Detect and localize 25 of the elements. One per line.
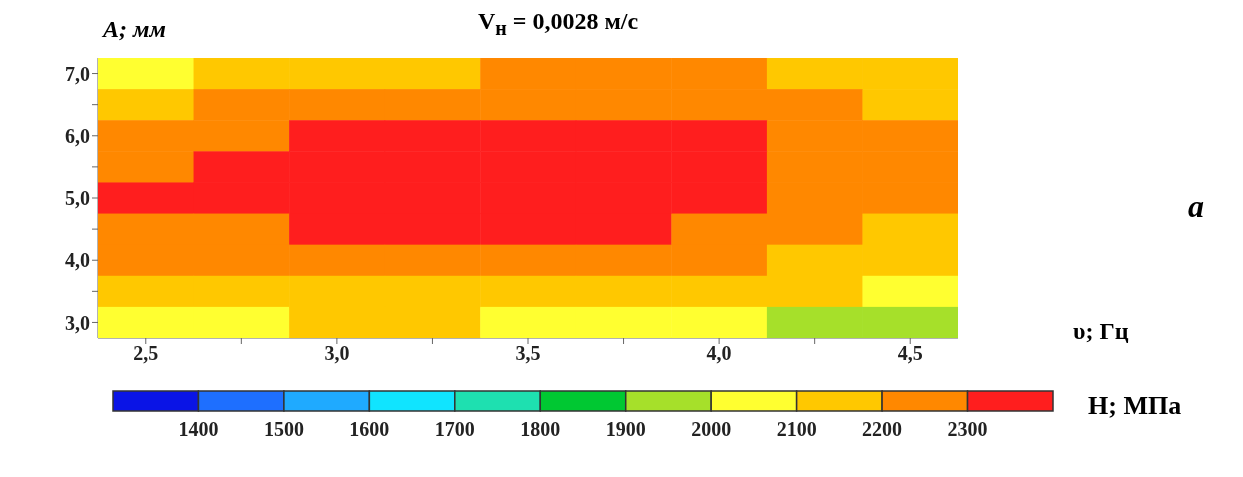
color-bar-label: 1900 bbox=[605, 418, 646, 440]
color-bar-label: 1500 bbox=[263, 418, 304, 440]
color-bar-label: 2000 bbox=[691, 418, 732, 440]
chart-title: V$_{н}$ = 0,0028 м/с bbox=[477, 8, 639, 39]
color-bar-label: 2300 bbox=[947, 418, 988, 440]
y-tick-label: 6,0 bbox=[65, 124, 90, 147]
x-tick-label: 4,5 bbox=[897, 342, 923, 365]
y-tick-label: 4,0 bbox=[65, 249, 90, 272]
y-tick-label: 3,0 bbox=[65, 311, 90, 334]
color-bar-label: 1400 bbox=[178, 418, 219, 440]
text: a bbox=[1188, 188, 1204, 225]
color-bar-title: H; МПа bbox=[1088, 391, 1182, 421]
x-tick-label: 3,5 bbox=[515, 342, 541, 365]
x-tick-label: 4,0 bbox=[706, 342, 732, 365]
y-tick-label: 7,0 bbox=[65, 62, 90, 85]
x-tick-label: 2,5 bbox=[133, 342, 159, 365]
y-axis-title: A; мм bbox=[103, 16, 166, 43]
color-bar-label: 1800 bbox=[520, 418, 561, 440]
x-tick-label: 3,0 bbox=[324, 342, 350, 365]
color-bar-label: 2200 bbox=[862, 418, 903, 440]
x-axis-title: υ; Гц bbox=[1073, 318, 1129, 345]
color-bar-label: 2100 bbox=[776, 418, 817, 440]
y-tick-label: 5,0 bbox=[65, 187, 90, 210]
color-bar-label: 1700 bbox=[434, 418, 475, 440]
color-bar-label: 1600 bbox=[349, 418, 390, 440]
